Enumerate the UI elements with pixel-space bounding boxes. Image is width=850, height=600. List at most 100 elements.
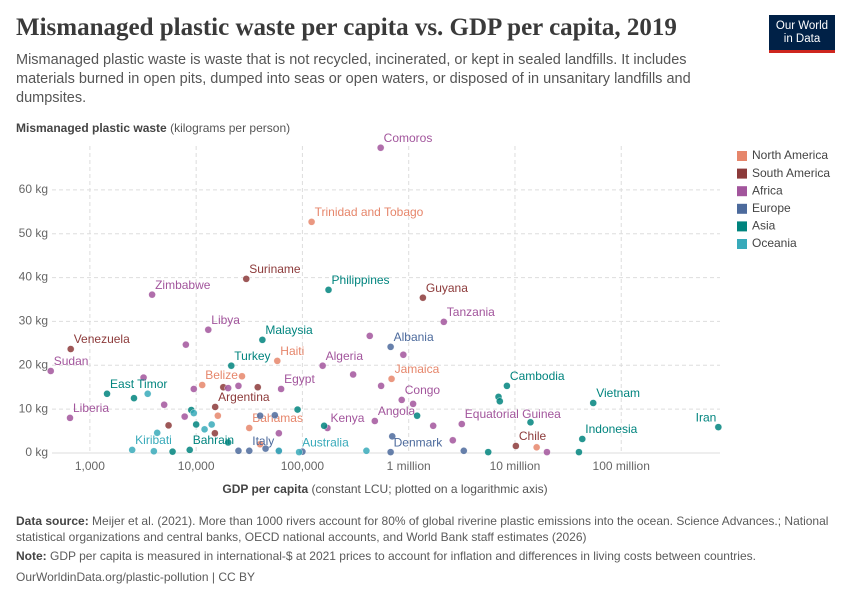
point-label: Albania <box>394 330 434 344</box>
point <box>130 394 138 402</box>
x-tick-label: 100,000 <box>281 459 325 473</box>
point-label: Equatorial Guinea <box>465 407 561 421</box>
point <box>139 373 148 382</box>
point <box>198 381 206 389</box>
point <box>503 382 511 390</box>
legend-label: Europe <box>752 201 791 215</box>
point-label: Denmark <box>394 435 444 449</box>
point-label: Trinidad and Tobago <box>315 205 424 219</box>
chart-subtitle: Mismanaged plastic waste is waste that i… <box>16 52 691 106</box>
point <box>386 448 395 456</box>
point-label: Argentina <box>218 390 270 404</box>
point <box>190 409 198 417</box>
point <box>258 336 267 344</box>
point-label: Jamaica <box>395 362 440 376</box>
point <box>512 442 520 450</box>
point <box>275 429 283 437</box>
point-label: Cambodia <box>510 369 565 383</box>
point <box>144 390 152 398</box>
legend-swatch <box>737 186 747 197</box>
point <box>128 446 136 454</box>
point <box>578 435 586 443</box>
logo-line: Our World <box>775 20 829 32</box>
chart-title: Mismanaged plastic waste per capita vs. … <box>16 14 677 41</box>
point-label: Egypt <box>284 372 315 386</box>
point <box>366 332 374 340</box>
logo[interactable]: Our World in Data <box>769 15 835 53</box>
point <box>496 397 504 405</box>
point-label: Algeria <box>326 349 364 363</box>
y-axis-label: Mismanaged plastic waste (kilograms per … <box>16 121 290 135</box>
point-label: Tanzania <box>447 305 495 319</box>
point <box>254 383 262 391</box>
source-note: Data source: Meijer et al. (2021). More … <box>16 513 841 545</box>
source-heading: Data source: <box>16 514 89 528</box>
point <box>429 422 437 430</box>
point <box>413 412 421 420</box>
point <box>419 294 427 302</box>
point-label: Libya <box>211 313 240 327</box>
point-label: Zimbabwe <box>155 278 211 292</box>
point <box>409 400 417 408</box>
point <box>532 443 541 451</box>
point-label: Venezuela <box>74 332 130 346</box>
y-tick-label: 30 kg <box>19 314 48 328</box>
point-label: Liberia <box>73 401 109 415</box>
legend-swatch <box>737 168 747 179</box>
point-label: East Timor <box>110 377 167 391</box>
x-tick-label: 10,000 <box>178 459 215 473</box>
point <box>376 144 385 152</box>
x-tick-label: 1 million <box>387 459 431 473</box>
point-label: Haiti <box>280 344 304 358</box>
legend-label: South America <box>752 166 830 180</box>
note-heading: Note: <box>16 549 47 563</box>
point-label: Guyana <box>426 281 468 295</box>
y-axis-label-bold: Mismanaged plastic waste <box>16 121 167 135</box>
point <box>190 385 198 393</box>
point <box>224 438 232 447</box>
point <box>211 403 219 411</box>
point <box>204 326 212 334</box>
point <box>214 412 222 420</box>
logo-line: in Data <box>783 33 821 45</box>
point <box>543 448 551 456</box>
point <box>164 421 173 430</box>
point <box>318 362 327 370</box>
point <box>386 343 395 351</box>
note: Note: GDP per capita is measured in inte… <box>16 548 841 564</box>
point <box>271 411 279 419</box>
point <box>460 447 468 455</box>
point <box>234 382 243 390</box>
point <box>320 422 328 430</box>
point-label: Philippines <box>332 273 390 287</box>
point-label: Kenya <box>330 411 364 425</box>
point-label: Malaysia <box>265 323 313 337</box>
legend-label: Africa <box>752 183 783 197</box>
point <box>458 420 466 428</box>
point <box>182 340 190 349</box>
x-tick-label: 10 million <box>490 459 541 473</box>
x-tick-label: 100 million <box>593 459 650 473</box>
point-label: Australia <box>302 435 349 449</box>
point <box>398 396 406 404</box>
y-tick-label: 20 kg <box>19 357 48 371</box>
point <box>148 290 156 299</box>
point-label: Turkey <box>234 349 270 363</box>
point <box>153 429 161 437</box>
legend-label: North America <box>752 148 828 162</box>
footer-url[interactable]: OurWorldinData.org/plastic-pollution | C… <box>16 570 255 584</box>
point-label: Bahrain <box>193 433 234 447</box>
point <box>66 414 74 422</box>
point <box>362 447 371 455</box>
point-label: Sudan <box>54 354 89 368</box>
point-label: Angola <box>378 404 416 418</box>
point-label: Belize <box>205 368 238 382</box>
point <box>47 367 55 375</box>
point <box>293 405 302 414</box>
point <box>388 432 396 441</box>
point <box>324 286 333 294</box>
legend-swatch <box>737 239 747 249</box>
point <box>242 275 250 283</box>
point <box>180 412 189 421</box>
